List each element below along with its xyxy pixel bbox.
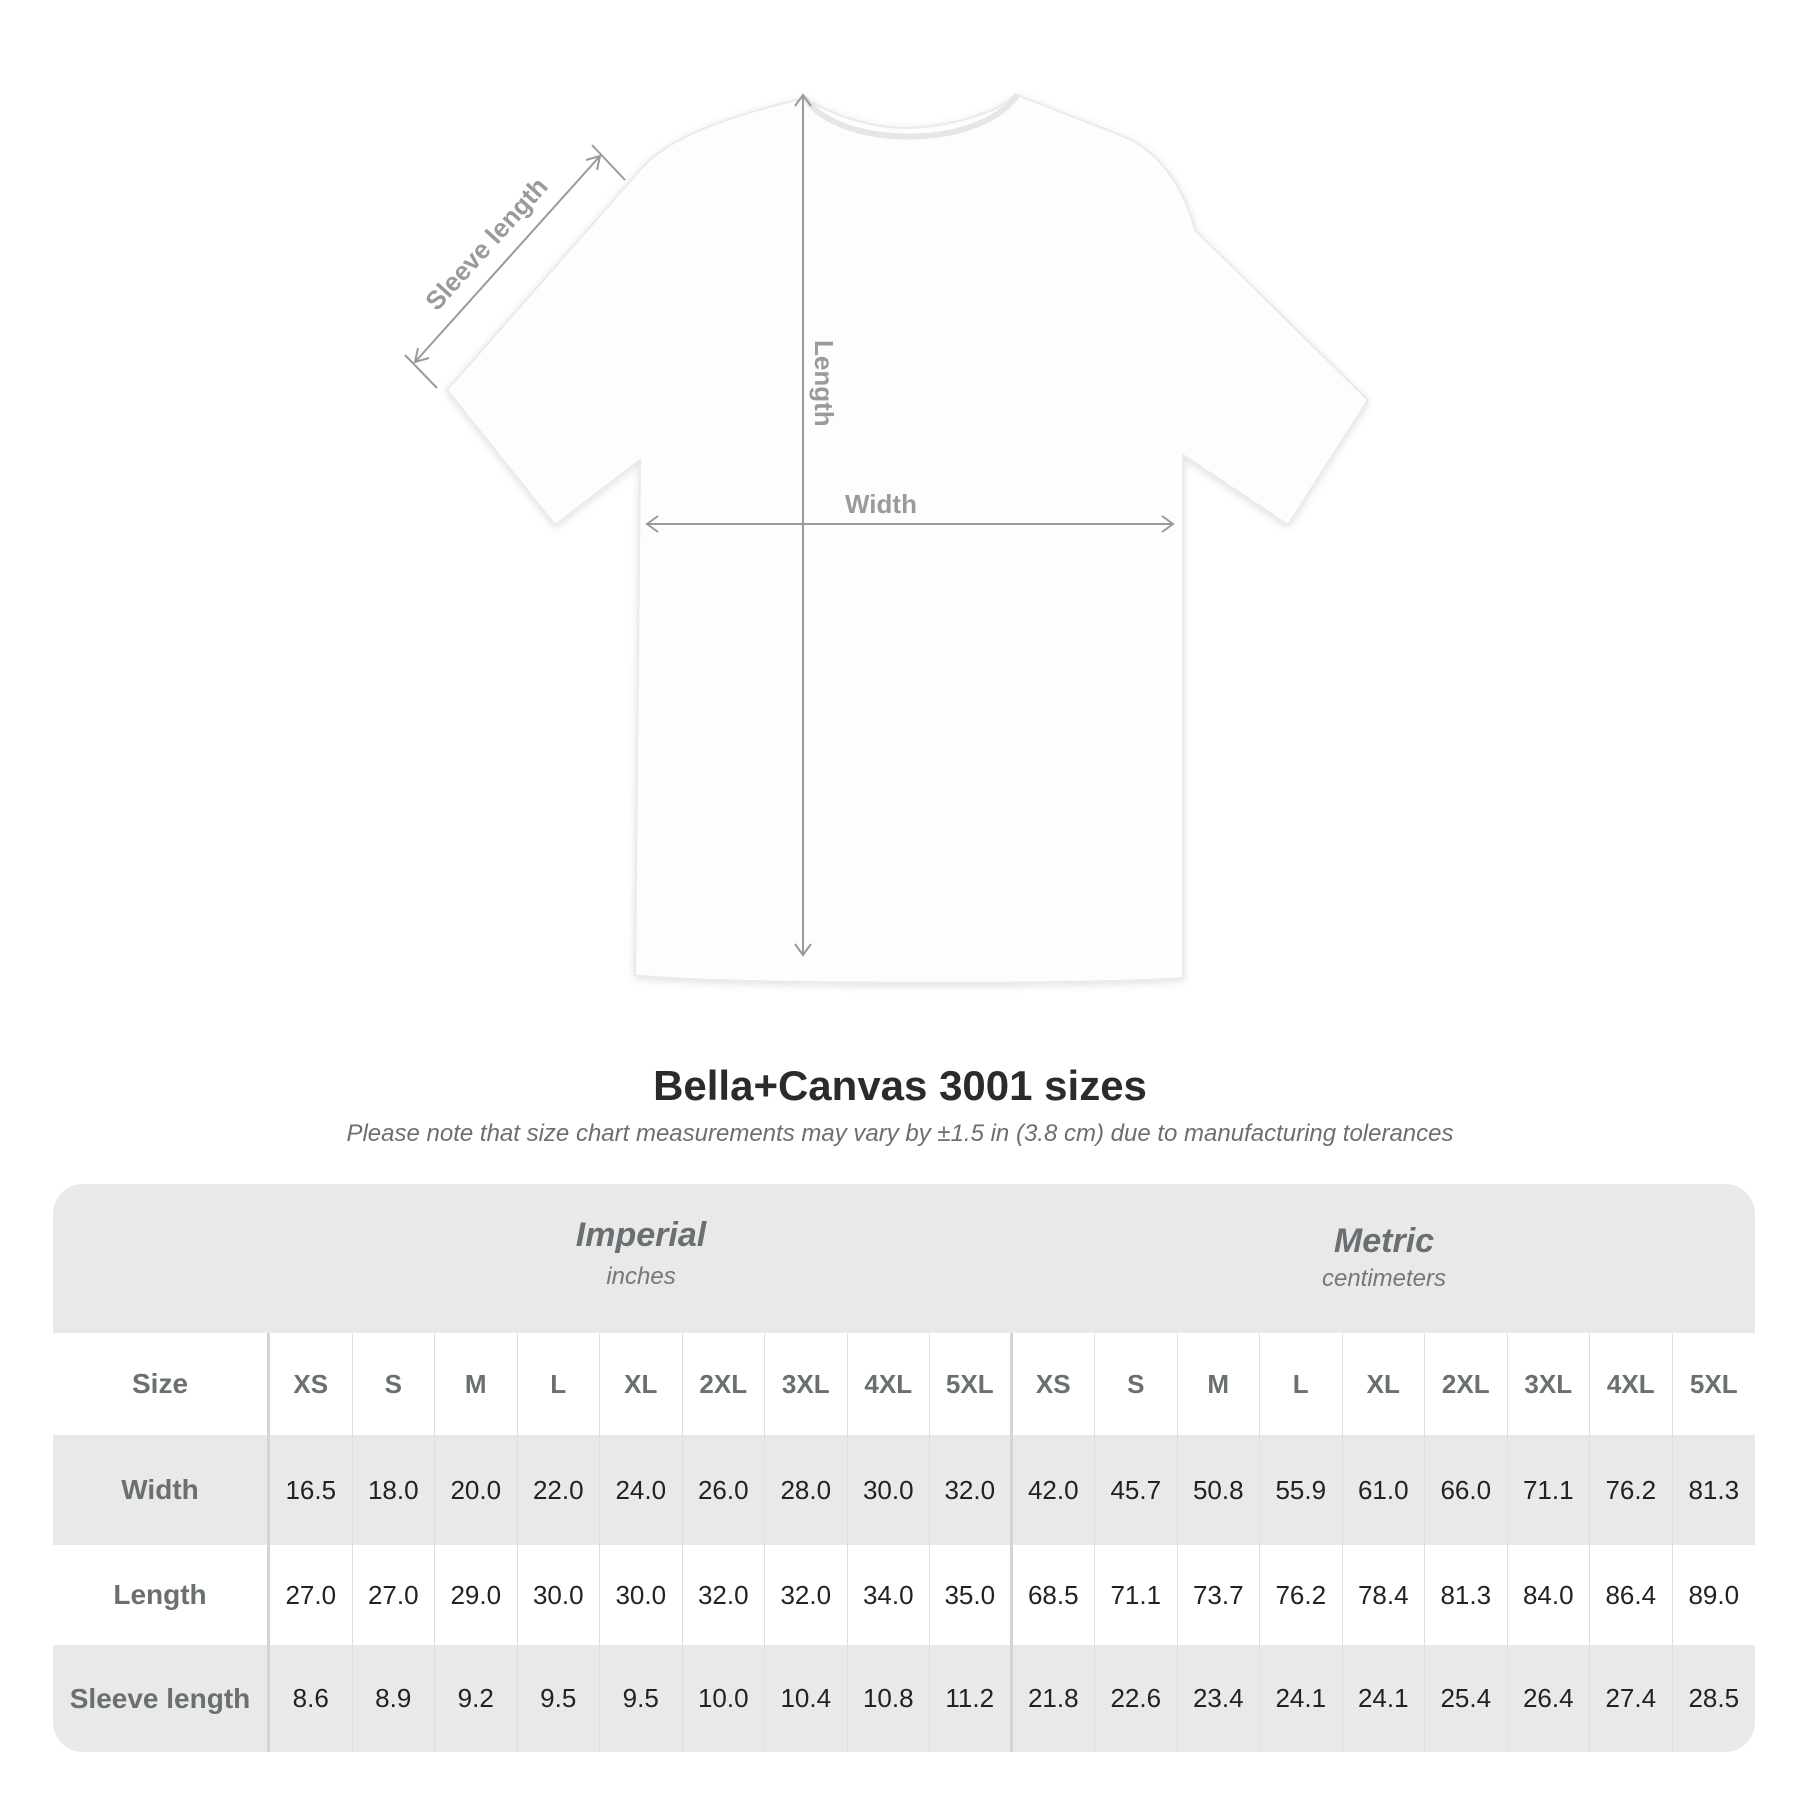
imperial-value: 16.5 <box>270 1435 353 1545</box>
metric-value: 21.8 <box>1013 1645 1095 1752</box>
metric-size-3xl: 3XL <box>1508 1333 1590 1435</box>
metric-value: 78.4 <box>1343 1545 1425 1645</box>
metric-value: 28.5 <box>1688 1683 1740 1713</box>
metric-size-4xl: 4XL <box>1590 1333 1673 1435</box>
metric-value: 71.1 <box>1508 1435 1590 1545</box>
metric-unit: centimeters <box>1321 1265 1447 1292</box>
metric-size-5xl: 5XL <box>1689 1368 1738 1399</box>
imperial-value: 27.0 <box>353 1545 435 1645</box>
imperial-value: 9.2 <box>435 1645 518 1752</box>
tshirt-diagram: Sleeve length Length Width <box>404 93 1370 984</box>
metric-title: Metric <box>1333 1222 1435 1260</box>
imperial-value: 10.8 <box>848 1645 930 1752</box>
imperial-value: 18.0 <box>353 1435 435 1545</box>
imperial-title: Imperial <box>575 1216 707 1254</box>
imperial-value: 28.0 <box>765 1435 848 1545</box>
metric-value: 50.8 <box>1178 1435 1260 1545</box>
row-label: Width <box>53 1435 270 1545</box>
metric-value: 86.4 <box>1590 1545 1673 1645</box>
imperial-value: 20.0 <box>435 1435 518 1545</box>
metric-size-s: S <box>1095 1333 1178 1435</box>
imperial-value: 32.0 <box>683 1545 765 1645</box>
table-row-length: Length 27.0 27.0 29.0 30.0 30.0 32.0 32.0 34.0 35… <box>53 1545 1755 1645</box>
row-label: Sleeve length <box>53 1645 270 1752</box>
metric-value: 73.7 <box>1178 1545 1260 1645</box>
size-header-row: Size XS S M L XL 2XL 3XL 4XL 5XL XS S M L XL 2XL 3XL 4XL 5… <box>53 1333 1755 1435</box>
metric-value: 23.4 <box>1178 1645 1260 1752</box>
page-title: Bella+Canvas 3001 sizes <box>653 1062 1147 1109</box>
imperial-value: 24.0 <box>600 1435 683 1545</box>
imperial-size-s: S <box>353 1333 435 1435</box>
length-label: Length <box>809 340 839 427</box>
metric-value: 24.1 <box>1260 1645 1343 1752</box>
imperial-value: 9.5 <box>600 1645 683 1752</box>
imperial-size-m: M <box>435 1333 518 1435</box>
metric-size-m: M <box>1178 1333 1260 1435</box>
imperial-value: 10.0 <box>683 1645 765 1752</box>
tolerance-note: Please note that size chart measurements… <box>346 1120 1454 1147</box>
metric-value: 71.1 <box>1095 1545 1178 1645</box>
imperial-size-3xl: 3XL <box>765 1333 848 1435</box>
imperial-value: 26.0 <box>683 1435 765 1545</box>
table-row-width: Width 16.5 18.0 20.0 22.0 24.0 26.0 28.0 30.0 32.… <box>53 1435 1755 1545</box>
imperial-size-5xl: 5XL <box>930 1333 1013 1435</box>
size-table: Imperial inches Metric centimeters Size X… <box>53 1184 1755 1752</box>
metric-size-xs: XS <box>1013 1333 1095 1435</box>
metric-value: 55.9 <box>1260 1435 1343 1545</box>
metric-size-l: L <box>1260 1333 1343 1435</box>
imperial-unit: inches <box>606 1263 676 1290</box>
metric-value: 84.0 <box>1508 1545 1590 1645</box>
imperial-value: 30.0 <box>600 1545 683 1645</box>
imperial-size-l: L <box>518 1333 600 1435</box>
width-label: Width <box>845 489 917 519</box>
imperial-value: 32.0 <box>765 1545 848 1645</box>
imperial-value: 9.5 <box>518 1645 600 1752</box>
metric-value: 89.0 <box>1688 1579 1740 1610</box>
imperial-value: 27.0 <box>270 1545 353 1645</box>
metric-value: 76.2 <box>1590 1435 1673 1545</box>
imperial-value: 10.4 <box>765 1645 848 1752</box>
imperial-value: 11.2 <box>930 1645 1013 1752</box>
metric-value: 81.3 <box>1688 1474 1740 1505</box>
metric-size-xl: XL <box>1343 1333 1425 1435</box>
imperial-header: Imperial inches <box>270 1184 1012 1333</box>
imperial-value: 34.0 <box>848 1545 930 1645</box>
metric-value: 25.4 <box>1425 1645 1508 1752</box>
sleeve-arrow <box>414 155 601 363</box>
imperial-value: 8.9 <box>353 1645 435 1752</box>
metric-value: 66.0 <box>1425 1435 1508 1545</box>
imperial-value: 30.0 <box>848 1435 930 1545</box>
tshirt-shape <box>445 93 1370 984</box>
imperial-value: 35.0 <box>930 1545 1013 1645</box>
metric-value: 68.5 <box>1013 1545 1095 1645</box>
size-label: Size <box>53 1333 270 1435</box>
imperial-value: 29.0 <box>435 1545 518 1645</box>
metric-value: 81.3 <box>1425 1545 1508 1645</box>
metric-value: 45.7 <box>1095 1435 1178 1545</box>
imperial-value: 8.6 <box>270 1645 353 1752</box>
metric-size-2xl: 2XL <box>1425 1333 1508 1435</box>
row-label: Length <box>53 1545 270 1645</box>
metric-value: 24.1 <box>1343 1645 1425 1752</box>
metric-value: 27.4 <box>1590 1645 1673 1752</box>
metric-value: 61.0 <box>1343 1435 1425 1545</box>
table-row-sleeve-length: Sleeve length 8.6 8.9 9.2 9.5 9.5 10.0 10.4 10.8… <box>53 1645 1755 1752</box>
imperial-size-2xl: 2XL <box>683 1333 765 1435</box>
metric-value: 26.4 <box>1508 1645 1590 1752</box>
imperial-value: 32.0 <box>930 1435 1013 1545</box>
imperial-value: 22.0 <box>518 1435 600 1545</box>
metric-value: 42.0 <box>1013 1435 1095 1545</box>
imperial-size-xs: XS <box>270 1333 353 1435</box>
metric-value: 76.2 <box>1260 1545 1343 1645</box>
metric-header: Metric centimeters <box>1013 1184 1755 1333</box>
imperial-value: 30.0 <box>518 1545 600 1645</box>
imperial-size-4xl: 4XL <box>848 1333 930 1435</box>
imperial-size-xl: XL <box>600 1333 683 1435</box>
metric-value: 22.6 <box>1095 1645 1178 1752</box>
